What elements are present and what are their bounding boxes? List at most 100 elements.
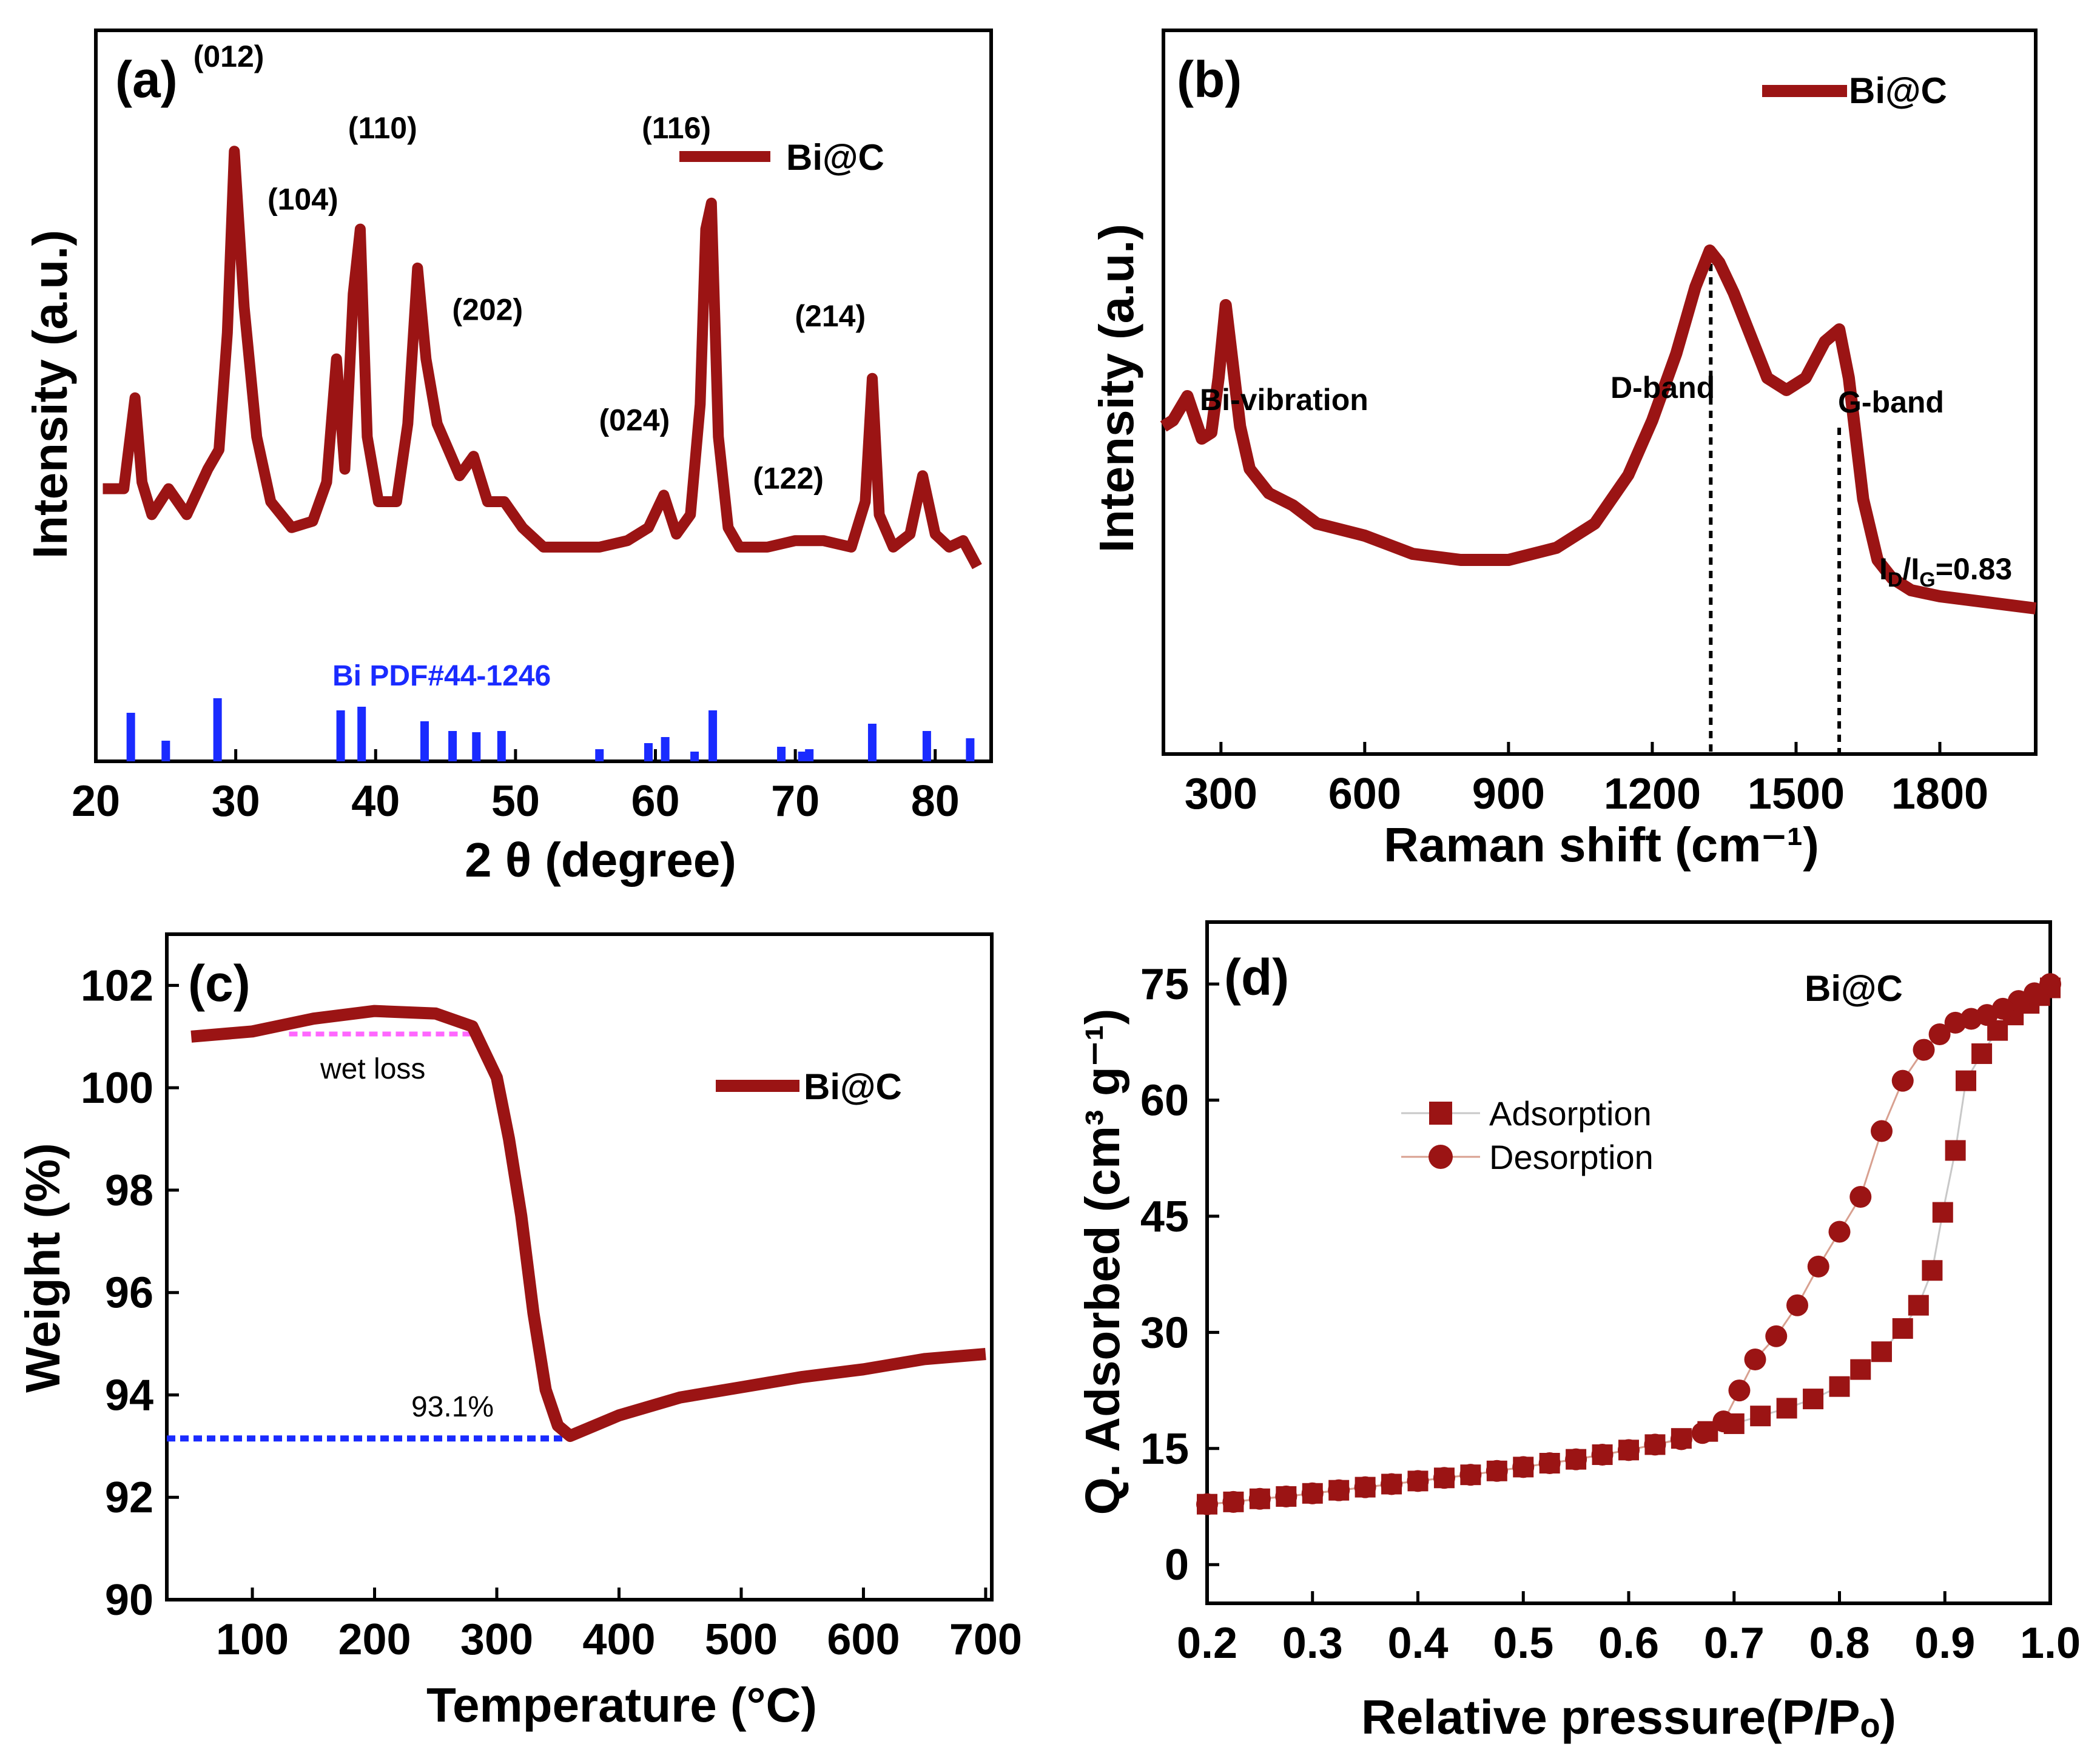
x-axis-label-b: Raman shift (cm⁻¹) (1384, 818, 1819, 872)
desorption-point (1459, 1464, 1482, 1486)
y-tick-label-c: 96 (105, 1269, 153, 1318)
plot-frame-c (165, 932, 994, 1601)
reference-stick (448, 731, 457, 761)
reference-stick (966, 738, 975, 761)
adsorption-point (1803, 1389, 1824, 1410)
reference-stick (777, 747, 786, 761)
desorption-point (1928, 1023, 1951, 1046)
x-tick-label-c: 700 (949, 1615, 1022, 1664)
reference-label: Bi PDF#44-1246 (332, 660, 551, 692)
desorption-point (1849, 1186, 1872, 1208)
adsorption-point (1945, 1140, 1966, 1161)
desorption-point (1871, 1120, 1893, 1142)
adsorption-point (1850, 1359, 1871, 1380)
legend-label-c: Bi@C (804, 1066, 902, 1107)
x-tick-label-d: 0.7 (1704, 1619, 1765, 1668)
y-tick-label-c: 100 (81, 1064, 153, 1113)
y-tick-label-c: 98 (105, 1167, 153, 1215)
reference-stick (805, 749, 814, 761)
x-tick-label-d: 0.9 (1914, 1619, 1975, 1668)
legend-marker-desorption (1429, 1145, 1453, 1169)
adsorption-point (1829, 1376, 1850, 1397)
desorption-point (1644, 1433, 1666, 1456)
desorption-point (1433, 1467, 1455, 1489)
reference-stick (708, 710, 718, 761)
residue-label: 93.1% (411, 1391, 494, 1423)
desorption-point (1591, 1443, 1614, 1466)
desorption-point (1565, 1448, 1587, 1470)
y-tick-label-d: 15 (1140, 1425, 1189, 1473)
adsorption-point (1922, 1260, 1943, 1281)
x-tick-label-d: 0.4 (1387, 1619, 1448, 1668)
peak-label: (012) (194, 39, 264, 73)
panel-label-c: (c) (188, 955, 251, 1012)
reference-stick (644, 743, 653, 761)
desorption-point (1538, 1452, 1561, 1475)
id-ig-ratio: ID/IG=0.83 (1879, 552, 2012, 591)
reference-stick (126, 713, 135, 761)
y-tick-label-c: 94 (105, 1371, 153, 1420)
x-tick-label-d: 0.2 (1177, 1619, 1237, 1668)
g-band-label: G-band (1838, 385, 1944, 419)
reference-stick (161, 741, 170, 761)
bi-vibration-label: Bi-vibration (1200, 383, 1368, 417)
y-axis-label-d: Q. Adsorbed (cm³ g⁻¹) (1075, 1009, 1129, 1515)
x-axis-label-a: 2 θ (degree) (465, 833, 736, 887)
desorption-point (1407, 1470, 1429, 1492)
desorption-point (1744, 1349, 1766, 1371)
xrd-line (103, 146, 982, 570)
x-tick-label-d: 1.0 (2020, 1619, 2081, 1668)
reference-stick (867, 724, 877, 761)
peak-label: (122) (753, 462, 824, 496)
panel-d: 0.2 0.3 0.4 0.5 0.6 0.7 0.8 0.9 1.0 0 15 30 45 60 75 (… (1075, 920, 2081, 1744)
desorption-point (1728, 1379, 1751, 1402)
panel-label-d: (d) (1224, 949, 1289, 1006)
reference-stick (336, 710, 345, 761)
panel-c: 100 200 300 400 500 600 700 90 92 94 96 98 100 102 (c… (16, 932, 1022, 1732)
desorption-point (1691, 1422, 1714, 1444)
y-tick-label-d: 45 (1140, 1193, 1189, 1241)
x-tick-label-b: 1800 (1891, 770, 1988, 818)
reference-stick (357, 707, 366, 761)
x-tick-label-c: 300 (460, 1615, 533, 1664)
legend-marker-adsorption (1429, 1102, 1452, 1125)
x-tick-label-d: 0.6 (1598, 1619, 1659, 1668)
reference-stick (595, 749, 604, 761)
wet-loss-label: wet loss (320, 1053, 425, 1085)
x-tick-label-a: 20 (72, 777, 120, 826)
x-tick-label-c: 100 (216, 1615, 289, 1664)
desorption-point (1222, 1490, 1245, 1513)
desorption-point (1328, 1479, 1350, 1501)
reference-stick (472, 732, 481, 761)
desorption-point (1196, 1493, 1218, 1515)
desorption-point (1354, 1476, 1376, 1498)
x-tick-label-c: 600 (827, 1615, 900, 1664)
x-tick-label-a: 70 (771, 777, 819, 826)
peak-label: (104) (268, 183, 338, 217)
desorption-point (1944, 1011, 1967, 1034)
x-axis-label-c: Temperature (°C) (426, 1678, 817, 1732)
desorption-point (1828, 1221, 1851, 1243)
peak-label: (202) (452, 292, 523, 326)
x-tick-label-d: 0.8 (1809, 1619, 1869, 1668)
x-tick-label-d: 0.5 (1493, 1619, 1553, 1668)
y-tick-label-d: 75 (1140, 960, 1189, 1009)
adsorption-point (1932, 1202, 1953, 1223)
adsorption-point (1908, 1295, 1929, 1316)
x-tick-label-c: 200 (338, 1615, 411, 1664)
panel-label-b: (b) (1177, 51, 1242, 108)
plot-frame-a (94, 29, 993, 763)
desorption-point (1381, 1473, 1403, 1495)
x-tick-label-b: 900 (1472, 770, 1545, 818)
adsorption-point (1892, 1318, 1913, 1339)
desorption-point (1913, 1039, 1935, 1061)
raman-line (1160, 244, 2037, 615)
x-tick-label-a: 30 (212, 777, 260, 826)
y-axis-label-a: Intensity (a.u.) (23, 230, 77, 559)
legend-label-adsorption: Adsorption (1489, 1094, 1652, 1133)
legend-label-b: Bi@C (1849, 70, 1947, 111)
x-tick-label-b: 1200 (1604, 770, 1701, 818)
y-tick-label-c: 90 (105, 1576, 153, 1625)
chart-title-d: Bi@C (1805, 968, 1903, 1009)
adsorption-point (1750, 1406, 1771, 1427)
